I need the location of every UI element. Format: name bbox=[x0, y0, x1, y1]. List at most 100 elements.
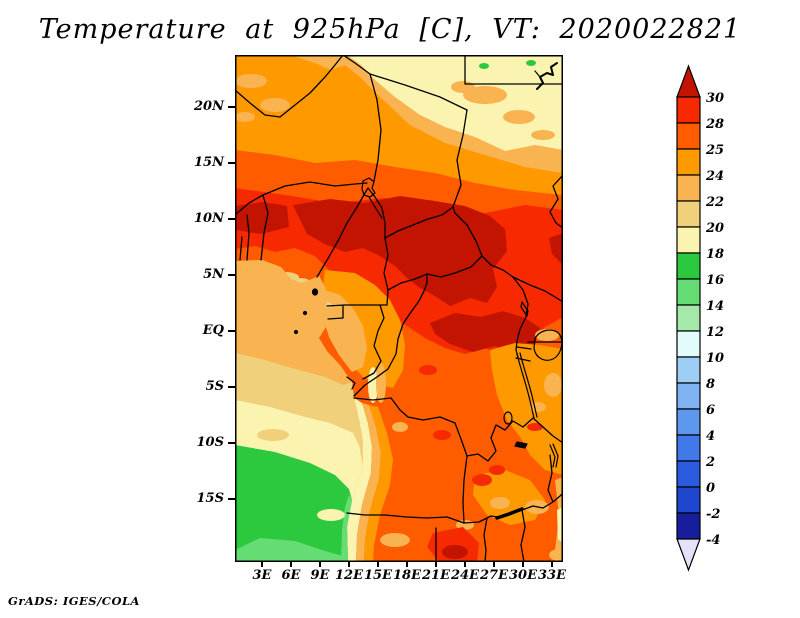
colorbar-box bbox=[676, 252, 701, 280]
lat-tick-mark bbox=[228, 442, 235, 444]
green-speck bbox=[479, 63, 489, 69]
pale-blob-in-green bbox=[317, 509, 345, 521]
coastal-strip-18-20 bbox=[347, 398, 372, 562]
border-cameroon-chad bbox=[367, 187, 386, 239]
red-speck bbox=[489, 465, 505, 475]
border-angola-zambia bbox=[462, 455, 468, 524]
red-speck bbox=[527, 423, 543, 431]
lat-tick-mark bbox=[228, 218, 235, 220]
contour-band-24-25-east bbox=[490, 343, 563, 475]
lon-tick-label: 9E bbox=[310, 568, 330, 583]
border-niger-nigeria bbox=[235, 181, 368, 216]
lake-tanganyika-west bbox=[516, 353, 535, 419]
border-gabon-congo bbox=[362, 304, 385, 380]
colorbar-tick-label: 0 bbox=[706, 481, 715, 496]
lat-tick-label: 5S bbox=[205, 379, 224, 394]
lakes-and-rivers bbox=[293, 62, 563, 520]
colorbar-box bbox=[676, 122, 701, 150]
ocean-band-14-16-coast bbox=[341, 495, 352, 562]
contour-band-24-25-zambia bbox=[473, 470, 545, 525]
colorbar-box bbox=[676, 512, 701, 540]
lat-tick-label: 10S bbox=[196, 435, 224, 450]
border-botswana-zimbabwe bbox=[483, 517, 488, 562]
lat-tick-label: 10N bbox=[194, 211, 224, 226]
border-zimbabwe-west bbox=[520, 509, 526, 562]
lat-tick-label: EQ bbox=[202, 323, 224, 338]
colorbar-box bbox=[676, 460, 701, 488]
border-drc-uganda-rwanda bbox=[512, 276, 529, 358]
lon-tick-mark bbox=[377, 562, 379, 567]
colorbar-box bbox=[676, 382, 701, 410]
border-ghana-togo bbox=[239, 236, 243, 261]
colorbar-box bbox=[676, 226, 701, 254]
amber-patch bbox=[260, 98, 290, 112]
amber-patch bbox=[544, 373, 562, 397]
border-cameroon-car bbox=[383, 237, 389, 306]
lon-tick-label: 18E bbox=[393, 568, 421, 583]
lon-tick-mark bbox=[290, 562, 292, 567]
amber-patch bbox=[463, 86, 507, 104]
lake-albert bbox=[520, 301, 529, 317]
lon-tick-mark bbox=[406, 562, 408, 567]
lake-chad bbox=[361, 177, 376, 198]
border-gabon-cameroon bbox=[326, 304, 388, 307]
sandy-blob-in-pale bbox=[257, 429, 289, 441]
lat-tick-mark bbox=[228, 386, 235, 388]
lake-mweru bbox=[503, 411, 513, 425]
colorbar-tick-label: 6 bbox=[706, 403, 715, 418]
lon-tick-mark bbox=[551, 562, 553, 567]
border-algeria-niger bbox=[235, 55, 344, 118]
border-burundi bbox=[515, 357, 531, 362]
amber-patch bbox=[235, 112, 255, 122]
colorbar-tick-label: 30 bbox=[706, 91, 724, 106]
lake-kariba bbox=[495, 507, 524, 520]
red-speck bbox=[419, 365, 437, 375]
country-borders bbox=[235, 55, 563, 562]
colorbar-box bbox=[676, 278, 701, 306]
border-tanzania-zambia bbox=[532, 417, 563, 444]
bioko-island bbox=[311, 288, 319, 296]
colorbar-arrow-below-min bbox=[676, 538, 701, 572]
border-angola-namibia bbox=[346, 512, 465, 524]
border-zambia-zimbabwe bbox=[521, 492, 563, 511]
lat-tick-mark bbox=[228, 274, 235, 276]
border-cabinda bbox=[346, 376, 356, 390]
lon-tick-label: 27E bbox=[480, 568, 508, 583]
lat-tick-label: 20N bbox=[194, 99, 224, 114]
lake-malawi-east bbox=[552, 443, 559, 468]
lat-tick-mark bbox=[228, 330, 235, 332]
lake-malawi-west bbox=[549, 444, 556, 468]
colorbar-box bbox=[676, 486, 701, 514]
lon-tick-mark bbox=[493, 562, 495, 567]
map-frame bbox=[235, 55, 563, 562]
lake-bangweulu bbox=[514, 441, 528, 449]
amber-strip-kwango bbox=[376, 363, 386, 403]
contour-core-above-30 bbox=[549, 233, 563, 265]
border-benin-east bbox=[260, 194, 269, 261]
colorbar-tick-label: 16 bbox=[706, 273, 724, 288]
contour-core-above-30-congo bbox=[430, 311, 540, 352]
red-speck bbox=[433, 430, 451, 440]
colorbar-tick-label: -4 bbox=[706, 533, 720, 548]
lon-tick-label: 3E bbox=[252, 568, 272, 583]
colorbar-tick-label: 14 bbox=[706, 299, 724, 314]
green-speck bbox=[526, 60, 536, 66]
colorbar-box bbox=[676, 330, 701, 358]
border-chad-sudan-car bbox=[452, 109, 514, 278]
border-niger-chad bbox=[369, 73, 382, 182]
ocean-band-14-16 bbox=[235, 538, 345, 562]
colorbar-tick-label: 10 bbox=[706, 351, 724, 366]
border-sudan-ethiopia bbox=[549, 174, 563, 229]
amber-patch bbox=[490, 497, 510, 509]
lon-tick-mark bbox=[522, 562, 524, 567]
border-drc-zambia bbox=[466, 417, 534, 462]
lat-tick-mark bbox=[228, 498, 235, 500]
colorbar-box bbox=[676, 408, 701, 436]
lat-tick-mark bbox=[228, 106, 235, 108]
sao-tome-island bbox=[293, 329, 299, 335]
lon-tick-mark bbox=[261, 562, 263, 567]
colorbar-tick-label: 18 bbox=[706, 247, 724, 262]
border-ssudan-uganda bbox=[512, 276, 563, 303]
lake-victoria bbox=[533, 329, 563, 361]
colorbar-box bbox=[676, 96, 701, 124]
